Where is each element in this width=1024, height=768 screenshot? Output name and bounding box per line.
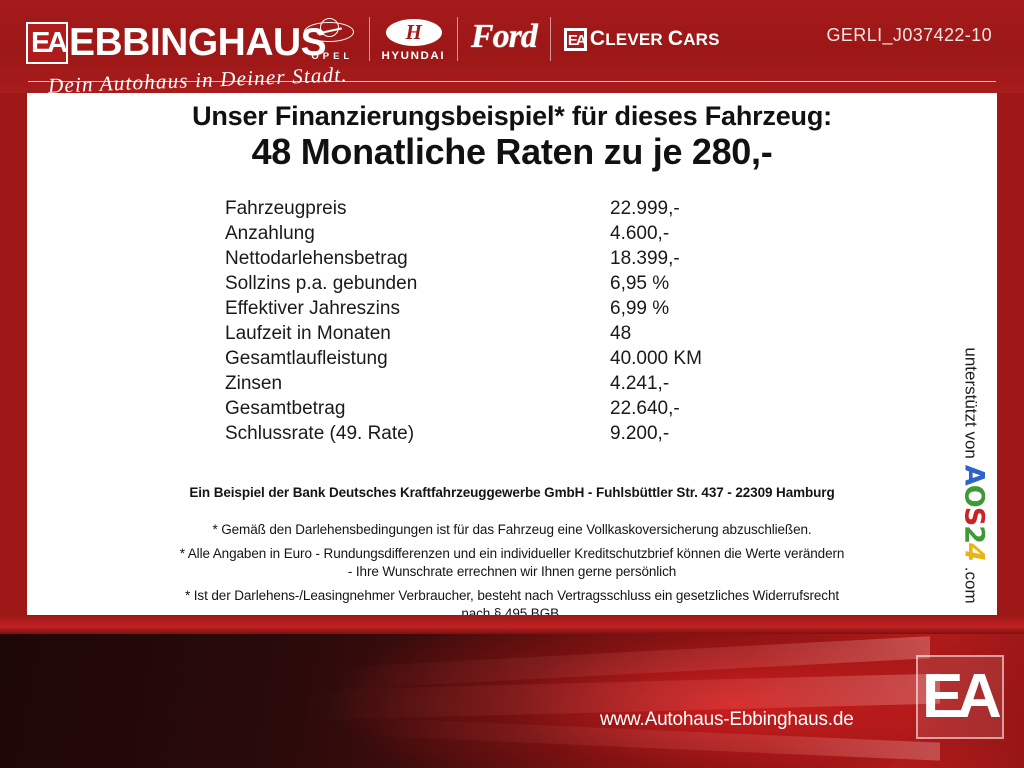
legal-note: - Ihre Wunschrate errechnen wir Ihnen ge… — [347, 564, 677, 579]
brand-hyundai: H HYUNDAI — [381, 17, 446, 62]
light-beam-decoration — [330, 636, 930, 690]
table-row: Schlussrate (49. Rate) 9.200,- — [225, 423, 785, 448]
row-label: Laufzeit in Monaten — [225, 323, 391, 344]
ea-badge-letter-e: E — [567, 31, 578, 49]
finance-details-table: Fahrzeugpreis 22.999,- Anzahlung 4.600,-… — [225, 198, 785, 448]
row-label: Zinsen — [225, 373, 283, 394]
row-label: Gesamtbetrag — [225, 398, 346, 419]
offer-reference-number: GERLI_J037422-10 — [826, 25, 992, 45]
row-value: 22.640,- — [610, 398, 680, 419]
row-label: Effektiver Jahreszins — [225, 298, 400, 319]
row-label: Fahrzeugpreis — [225, 198, 347, 219]
header-divider-rule — [28, 81, 996, 82]
ea-glass-logo-icon: E A — [916, 655, 1004, 739]
opel-wordmark: OPEL — [311, 50, 354, 62]
page-title-secondary: 48 Monatliche Raten zu je 280,- — [251, 131, 773, 172]
row-label: Sollzins p.a. gebunden — [225, 273, 418, 294]
legal-note: * Ist der Darlehens-/Leasingnehmer Verbr… — [184, 588, 840, 603]
legal-note: * Alle Angaben in Euro - Rundungsdiffere… — [179, 546, 845, 561]
row-label: Gesamtlaufleistung — [225, 348, 388, 369]
table-row: Laufzeit in Monaten 48 — [225, 323, 785, 348]
brand-divider — [549, 17, 551, 61]
table-row: Zinsen 4.241,- — [225, 373, 785, 398]
aos24-domain-suffix: .com — [961, 566, 981, 604]
row-value: 40.000 KM — [610, 348, 702, 369]
table-row: Nettodarlehensbetrag 18.399,- — [225, 248, 785, 273]
row-value: 6,99 % — [610, 298, 670, 319]
ebbinghaus-ea-badge-icon: E A — [26, 22, 68, 64]
row-label: Nettodarlehensbetrag — [225, 248, 408, 269]
clever-cars-wordmark: CLEVER CARS — [589, 27, 720, 50]
row-value: 4.600,- — [610, 223, 670, 244]
row-value: 22.999,- — [610, 198, 680, 219]
legal-note: * Gemäß den Darlehensbedingungen ist für… — [212, 522, 812, 537]
footer-bar — [0, 634, 1024, 768]
table-row: Gesamtbetrag 22.640,- — [225, 398, 785, 423]
dealer-website-url[interactable]: www.Autohaus-Ebbinghaus.de — [600, 709, 854, 730]
row-label: Anzahlung — [225, 223, 315, 244]
ford-logo-icon: Ford — [470, 18, 538, 55]
row-value: 6,95 % — [610, 273, 670, 294]
brand-divider — [369, 17, 371, 61]
hyundai-logo-icon: H — [385, 17, 442, 48]
offer-content-panel: Unser Finanzierungsbeispiel* für dieses … — [27, 93, 997, 621]
row-value: 4.241,- — [610, 373, 670, 394]
ea-glass-letter-e: E — [922, 662, 964, 731]
row-value: 18.399,- — [610, 248, 680, 269]
brand-opel: OPEL — [304, 17, 356, 62]
ea-badge-letter-a: A — [47, 27, 68, 59]
ea-glass-letter-a: A — [957, 662, 1002, 731]
table-row: Anzahlung 4.600,- — [225, 223, 785, 248]
brand-logo-strip: OPEL H HYUNDAI Ford E — [0, 8, 1024, 70]
bank-disclosure-line: Ein Beispiel der Bank Deutsches Kraftfah… — [189, 485, 835, 500]
table-row: Gesamtlaufleistung 40.000 KM — [225, 348, 785, 373]
supported-by-vertical-strip: unterstützt von AOS24 .com — [959, 325, 1013, 625]
hyundai-wordmark: HYUNDAI — [381, 49, 446, 62]
ea-badge-letter-e: E — [31, 27, 51, 59]
supported-by-label: unterstützt von — [961, 346, 981, 459]
aos24-logo: AOS24 — [958, 464, 990, 561]
table-row: Sollzins p.a. gebunden 6,95 % — [225, 273, 785, 298]
brand-clever-cars: E A CLEVER CARS — [563, 27, 720, 51]
row-value: 9.200,- — [610, 423, 670, 444]
brand-ford: Ford — [470, 18, 538, 58]
dealer-brand-lockup: E A EBBINGHAUS — [26, 21, 327, 64]
dealer-name: EBBINGHAUS — [69, 21, 327, 64]
table-row: Effektiver Jahreszins 6,99 % — [225, 298, 785, 323]
row-label: Schlussrate (49. Rate) — [225, 423, 415, 444]
page-title-primary: Unser Finanzierungsbeispiel* für dieses … — [192, 101, 832, 131]
row-value: 48 — [610, 323, 632, 344]
footer-accent-band — [0, 615, 1024, 634]
ea-badge-letter-a: A — [575, 31, 587, 49]
legal-notes: * Gemäß den Darlehensbedingungen ist für… — [27, 521, 997, 623]
table-row: Fahrzeugpreis 22.999,- — [225, 198, 785, 223]
brand-divider — [456, 17, 458, 61]
header-bar: OPEL H HYUNDAI Ford E — [0, 0, 1024, 93]
opel-logo-icon — [304, 17, 356, 47]
ea-badge-icon: E A — [563, 27, 587, 51]
